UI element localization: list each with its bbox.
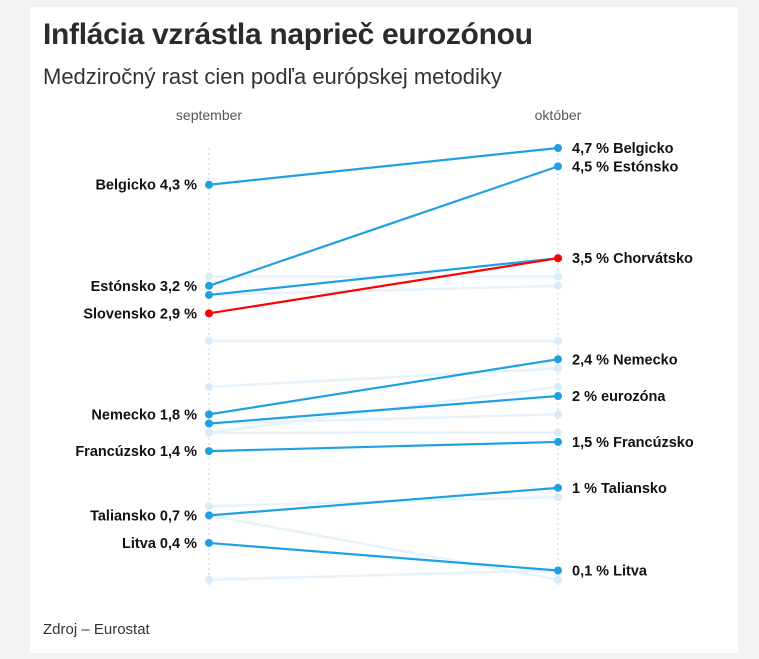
point-oktober-estonsko	[554, 162, 562, 171]
label-september-francuzsko: Francúzsko 1,4 %	[75, 444, 197, 460]
label-oktober-litva: 0,1 % Litva	[572, 564, 648, 580]
label-september-slovensko: Slovensko 2,9 %	[83, 306, 197, 322]
label-oktober-belgicko: 4,7 % Belgicko	[572, 141, 674, 157]
chart-card	[30, 7, 738, 653]
label-oktober-francuzsko: 1,5 % Francúzsko	[572, 435, 694, 451]
column-header-september: september	[176, 107, 242, 123]
point-oktober-francuzsko	[554, 437, 562, 446]
point-oktober-background-16	[554, 493, 562, 502]
label-september-estonsko: Estónsko 3,2 %	[91, 279, 197, 295]
point-september-litva	[205, 538, 213, 547]
slope-line-eurozona	[208, 394, 559, 425]
point-oktober-background-10	[554, 281, 562, 290]
label-oktober-taliansko: 1 % Taliansko	[572, 481, 667, 497]
point-oktober-background-17	[554, 575, 562, 584]
point-september-francuzsko	[205, 447, 213, 456]
point-oktober-belgicko	[554, 144, 562, 152]
point-oktober-background-15	[554, 428, 562, 437]
source-note: Zdroj – Eurostat	[43, 621, 150, 638]
point-september-background-11	[205, 336, 213, 345]
label-oktober-chorvatsko: 3,5 % Chorvátsko	[572, 251, 693, 267]
slope-line-francuzsko	[208, 440, 559, 453]
point-oktober-eurozona	[554, 391, 562, 400]
label-september-nemecko: Nemecko 1,8 %	[91, 407, 197, 423]
slope-line-taliansko	[208, 486, 559, 517]
slope-line-belgicko	[208, 146, 559, 186]
slope-line-background-12	[208, 367, 559, 389]
point-september-eurozona	[205, 419, 213, 428]
point-september-background-18	[205, 575, 213, 584]
point-september-estonsko	[205, 281, 213, 290]
point-september-background-12	[205, 382, 213, 391]
label-oktober-eurozona: 2 % eurozóna	[572, 389, 666, 405]
point-oktober-nemecko	[554, 355, 562, 364]
point-oktober-background-9	[554, 272, 562, 281]
point-oktober-taliansko	[554, 483, 562, 492]
point-september-background-15	[205, 428, 213, 437]
point-september-taliansko	[205, 511, 213, 520]
slope-line-background-14	[208, 413, 559, 425]
point-september-chorvatsko	[205, 290, 213, 299]
point-oktober-slovensko	[554, 254, 562, 263]
column-header-oktober: október	[535, 107, 582, 123]
slope-line-estonsko	[208, 165, 559, 287]
label-september-litva: Litva 0,4 %	[122, 536, 197, 552]
label-september-belgicko: Belgicko 4,3 %	[95, 178, 197, 194]
slope-line-nemecko	[208, 358, 559, 416]
chart-title: Inflácia vzrástla naprieč eurozónou	[43, 18, 533, 51]
chart-subtitle: Medziročný rast cien podľa európskej met…	[43, 64, 502, 89]
point-oktober-background-13	[554, 382, 562, 391]
point-oktober-litva	[554, 566, 562, 575]
slope-line-chorvatsko	[208, 257, 559, 297]
point-oktober-background-11	[554, 336, 562, 345]
label-oktober-nemecko: 2,4 % Nemecko	[572, 352, 678, 368]
point-september-background-9	[205, 272, 213, 281]
point-september-background-16	[205, 502, 213, 511]
point-oktober-background-14	[554, 410, 562, 419]
slope-line-litva	[208, 541, 559, 572]
slope-line-background-18	[208, 569, 559, 581]
point-oktober-background-12	[554, 364, 562, 373]
label-oktober-estonsko: 4,5 % Estónsko	[572, 159, 679, 175]
point-september-belgicko	[205, 180, 213, 189]
point-september-slovensko	[205, 309, 213, 318]
slope-line-slovensko	[208, 257, 559, 315]
label-september-taliansko: Taliansko 0,7 %	[90, 508, 197, 524]
slope-line-background-10	[208, 284, 559, 297]
point-september-nemecko	[205, 410, 213, 419]
slope-line-background-17	[208, 514, 559, 581]
